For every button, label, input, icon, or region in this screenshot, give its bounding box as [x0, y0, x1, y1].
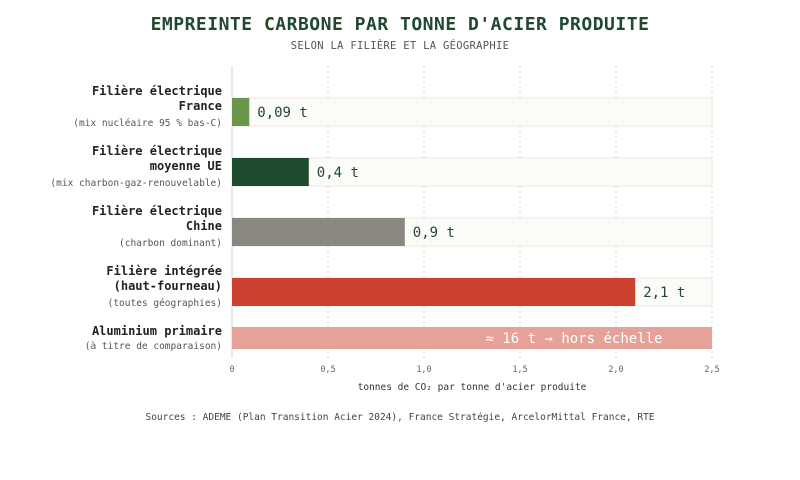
category-label: France	[179, 99, 222, 113]
x-tick-label: 0,5	[320, 365, 335, 375]
category-label: Filière électrique	[92, 144, 222, 158]
bar-value-label: 2,1 t	[643, 285, 685, 301]
x-tick-label: 1,0	[416, 365, 431, 375]
x-tick-label: 2,0	[608, 365, 623, 375]
source-note: Sources : ADEME (Plan Transition Acier 2…	[145, 412, 655, 423]
category-label: Aluminium primaire	[92, 324, 222, 338]
category-label: Filière électrique	[92, 204, 222, 218]
category-note: (mix nucléaire 95 % bas-C)	[73, 118, 222, 129]
category-label: Filière électrique	[92, 84, 222, 98]
category-note: (mix charbon-gaz-renouvelable)	[50, 178, 222, 189]
chart-subtitle: SELON LA FILIÈRE ET LA GÉOGRAPHIE	[290, 40, 510, 52]
chart-title: EMPREINTE CARBONE PAR TONNE D'ACIER PROD…	[150, 14, 650, 35]
bar-track	[231, 97, 713, 127]
bar-value-label: 0,4 t	[317, 165, 359, 181]
category-note: (charbon dominant)	[119, 238, 222, 249]
category-label: Chine	[186, 219, 222, 233]
bar	[232, 278, 636, 306]
bar-value-label: 0,09 t	[257, 105, 308, 121]
bar	[232, 158, 309, 186]
x-axis-label: tonnes de CO₂ par tonne d'acier produite	[358, 382, 587, 393]
category-label: Filière intégrée	[106, 264, 222, 278]
bar	[232, 218, 405, 246]
bar-value-label: ≈ 16 t → hors échelle	[485, 331, 662, 347]
bar	[232, 327, 712, 349]
category-note: (à titre de comparaison)	[85, 341, 222, 352]
x-tick-label: 0	[229, 365, 234, 375]
bar	[232, 98, 250, 126]
category-label: moyenne UE	[150, 159, 222, 173]
x-tick-label: 1,5	[512, 365, 527, 375]
category-label: (haut-fourneau)	[114, 279, 222, 293]
bar-value-label: 0,9 t	[413, 225, 455, 241]
x-tick-label: 2,5	[704, 365, 719, 375]
bar-chart: 0 0,5 1,0 1,5 2,0 2,5 tonnes de CO₂ par tonne …	[50, 66, 720, 393]
category-note: (toutes géographies)	[108, 298, 222, 309]
